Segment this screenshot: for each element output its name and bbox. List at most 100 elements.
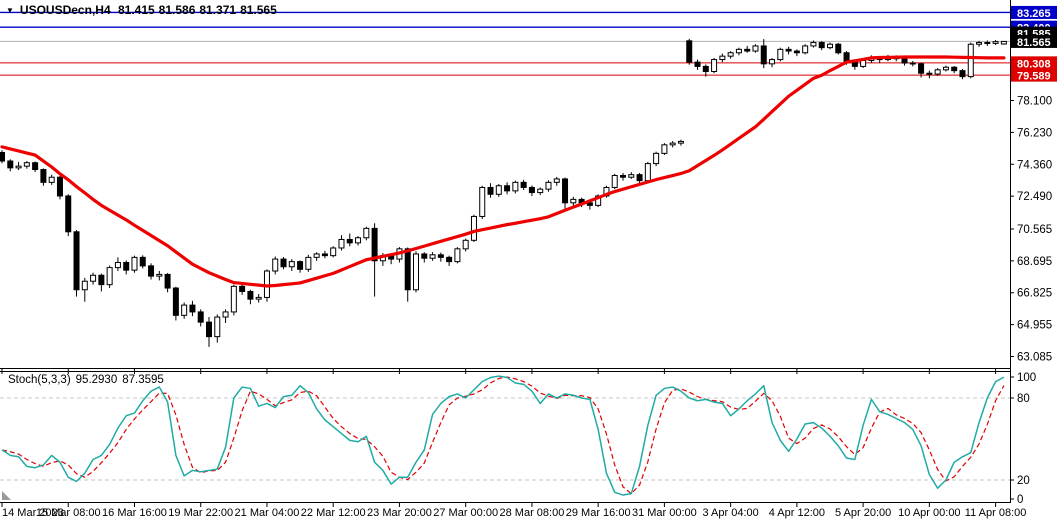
time-label: 28 Mar 08:00	[499, 507, 565, 519]
candle-body	[901, 58, 908, 64]
candle-body	[40, 169, 47, 183]
price-tick-label: 74.360	[1017, 159, 1052, 171]
candle-body	[470, 215, 477, 241]
candle-body	[363, 227, 370, 239]
candle-body	[793, 50, 800, 54]
candle-body	[727, 52, 734, 57]
candle-body	[106, 267, 113, 286]
stoch-tick-label: 20	[1017, 475, 1030, 487]
candle-body	[735, 48, 742, 54]
candle-body	[156, 273, 163, 277]
candle-body	[56, 176, 63, 197]
price-tick-label: 68.695	[1017, 256, 1052, 268]
candle-body	[835, 43, 842, 54]
candle-body	[976, 42, 983, 45]
candle-body	[255, 296, 262, 300]
stoch-k-line[interactable]	[1, 375, 1005, 496]
candle-body	[495, 185, 502, 195]
price-badge-value: 81.565	[1017, 37, 1051, 49]
candle-body	[197, 311, 204, 323]
candle-body	[934, 69, 941, 75]
candle-body	[338, 238, 345, 249]
candle-body	[48, 176, 55, 183]
candle-body	[512, 181, 519, 192]
candle-body	[909, 62, 916, 65]
time-axis[interactable]: 14 Mar 2023 15 Mar 08:00 16 Mar 16:00 19 Ma…	[0, 505, 1057, 527]
candle-body	[570, 198, 577, 204]
candle-body	[777, 48, 784, 61]
stoch-d-line[interactable]	[1, 376, 1005, 495]
candle-body	[23, 162, 30, 167]
candle-body	[752, 45, 759, 52]
candle-body	[429, 254, 436, 259]
panel-resize-grip-icon[interactable]	[2, 491, 11, 500]
time-label: 10 Apr 00:00	[898, 507, 961, 519]
candle-body	[818, 42, 825, 49]
candle-body	[330, 247, 337, 257]
candle-body	[371, 227, 378, 262]
time-label: 27 Mar 00:00	[433, 507, 499, 519]
time-label: 4 Apr 12:00	[768, 507, 826, 519]
time-label: 14 Mar 2023	[2, 507, 64, 519]
candle-body	[172, 287, 179, 316]
price-badge	[1011, 5, 1057, 19]
candle-body	[744, 48, 751, 52]
candle-body	[214, 316, 221, 338]
time-label: 22 Mar 12:00	[300, 507, 366, 519]
stoch-tick-label: 80	[1017, 393, 1030, 405]
candle-body	[313, 253, 320, 258]
price-axis[interactable]	[1010, 0, 1057, 503]
ma-line[interactable]	[0, 55, 1006, 288]
stoch-level-lines	[0, 397, 1010, 481]
price-tick-label: 66.825	[1017, 288, 1052, 300]
candle-body	[421, 253, 428, 259]
candle-body	[951, 66, 958, 72]
candle-body	[562, 178, 569, 204]
candle-body	[164, 273, 171, 289]
price-tick-label: 76.230	[1017, 127, 1052, 139]
candle-body	[131, 256, 138, 271]
candle-body	[628, 174, 635, 178]
price-tick-label: 64.955	[1017, 320, 1052, 332]
candle-body	[239, 285, 246, 292]
candle-body	[123, 261, 130, 271]
price-tick-label: 72.490	[1017, 191, 1052, 203]
candle-body	[139, 256, 146, 267]
stoch-tick-label: 100	[1017, 372, 1036, 384]
candle-body	[404, 248, 411, 291]
candle-body	[272, 258, 279, 272]
time-label: 29 Mar 16:00	[565, 507, 631, 519]
candle-body	[694, 61, 701, 67]
candle-body	[926, 72, 933, 75]
price-badge	[1011, 34, 1057, 48]
candle-body	[760, 45, 767, 65]
price-tick-label: 70.565	[1017, 224, 1052, 236]
candle-body	[247, 290, 254, 300]
candle-body	[305, 256, 312, 270]
candle-body	[437, 254, 444, 258]
candle-body	[454, 248, 461, 263]
candle-body	[860, 59, 867, 67]
candle-body	[636, 174, 643, 182]
candle-body	[520, 181, 527, 188]
candles-group	[0, 38, 1007, 347]
candle-body	[810, 42, 817, 47]
candle-body	[0, 152, 5, 162]
candle-body	[553, 178, 560, 183]
candle-body	[702, 65, 709, 73]
candle-body	[65, 195, 72, 233]
candle-body	[537, 188, 544, 194]
price-axis-labels: 78.100 76.230 74.360 72.490 70.565 68.695 66.8…	[1010, 5, 1057, 506]
candle-body	[263, 270, 270, 298]
time-label: 5 Apr 20:00	[834, 507, 892, 519]
candle-body	[148, 265, 155, 277]
time-label: 31 Mar 00:00	[631, 507, 697, 519]
candle-body	[73, 231, 80, 291]
candle-body	[653, 152, 660, 165]
candle-body	[487, 186, 494, 195]
candle-body	[785, 48, 792, 52]
time-label: 19 Mar 22:00	[168, 507, 234, 519]
candle-body	[297, 261, 304, 270]
